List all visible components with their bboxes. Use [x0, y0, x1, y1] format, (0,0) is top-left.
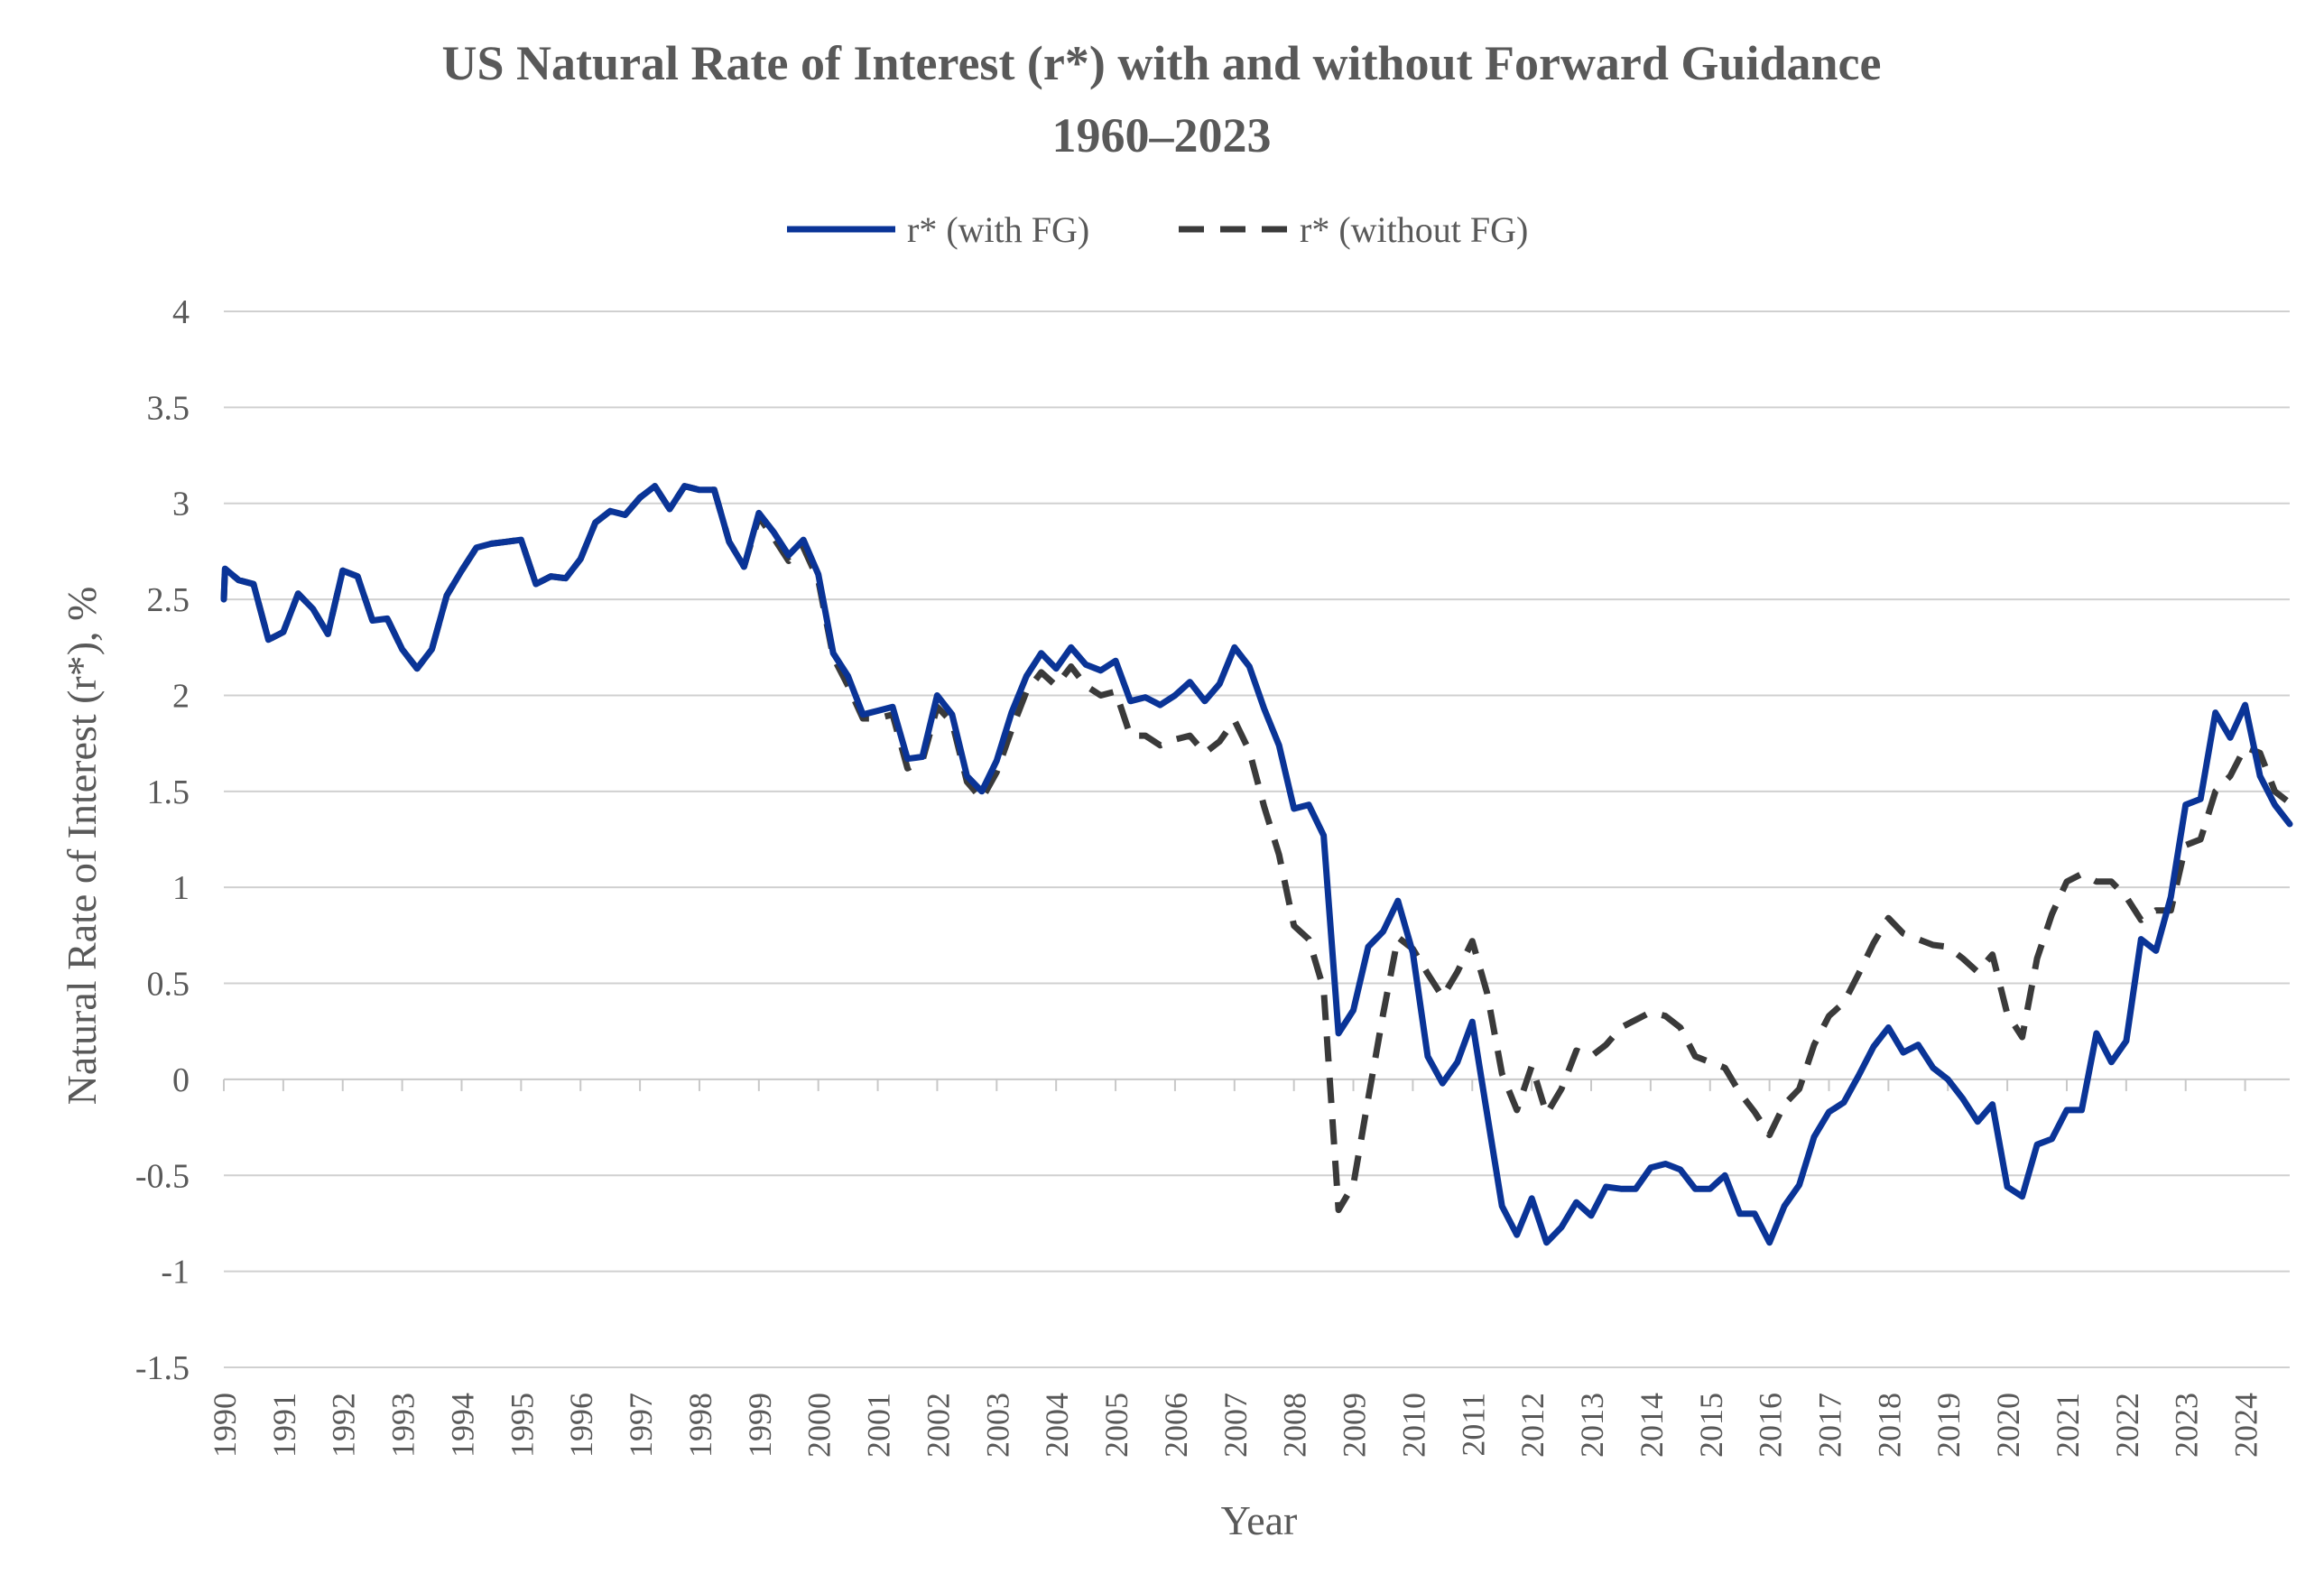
y-axis-ticks: 4 3.5 3 2.5 2 1.5 1 0.5 0 -0.5 -1 -1.5 — [135, 293, 190, 1387]
y-tick-label: 2 — [172, 677, 190, 715]
x-tick-label: 1991 — [266, 1393, 302, 1458]
x-tick-label: 2005 — [1098, 1393, 1134, 1458]
x-tick-label: 2004 — [1039, 1393, 1075, 1458]
x-tick-label: 2024 — [2228, 1393, 2264, 1458]
x-tick-label: 2010 — [1395, 1393, 1431, 1458]
x-tick-label: 2001 — [861, 1393, 897, 1458]
x-tick-label: 1990 — [207, 1393, 243, 1458]
y-tick-label: 4 — [172, 293, 190, 331]
chart-title: US Natural Rate of Interest (r*) with an… — [442, 36, 1882, 90]
y-tick-label: 1 — [172, 869, 190, 907]
x-tick-label: 2008 — [1277, 1393, 1313, 1458]
x-tick-label: 2023 — [2169, 1393, 2205, 1458]
x-tick-label: 2002 — [920, 1393, 956, 1458]
x-tick-label: 1992 — [326, 1393, 362, 1458]
x-tick-label: 2013 — [1574, 1393, 1610, 1458]
x-tick-label: 2011 — [1455, 1393, 1491, 1457]
x-tick-label: 2015 — [1693, 1393, 1729, 1458]
x-tick-label: 2020 — [1990, 1393, 2026, 1458]
legend-label-with-fg: r* (with FG) — [907, 209, 1089, 250]
x-tick-label: 2016 — [1753, 1393, 1789, 1458]
series-line-with-fg — [220, 483, 2293, 1246]
y-tick-label: -1.5 — [135, 1349, 190, 1387]
x-axis-label: Year — [1221, 1497, 1298, 1543]
y-tick-label: 1.5 — [147, 773, 190, 811]
series-lines — [220, 483, 2293, 1246]
y-tick-label: 3.5 — [147, 389, 190, 427]
y-tick-label: 0 — [172, 1061, 190, 1099]
y-tick-label: 0.5 — [147, 966, 190, 1004]
x-tick-label: 2014 — [1634, 1393, 1670, 1458]
x-axis-ticks: 1990 1991 1992 1993 1994 1995 1996 1997 1998 1999… — [207, 1079, 2264, 1458]
x-tick-label: 2003 — [979, 1393, 1015, 1458]
x-tick-label: 1993 — [385, 1393, 421, 1458]
x-tick-label: 1997 — [623, 1393, 659, 1458]
x-tick-label: 1998 — [682, 1393, 718, 1458]
y-tick-label: -1 — [161, 1254, 190, 1292]
x-tick-label: 2021 — [2050, 1393, 2086, 1458]
y-tick-label: 3 — [172, 486, 190, 523]
x-tick-label: 2019 — [1930, 1393, 1967, 1458]
legend: r* (with FG) r* (without FG) — [787, 209, 1528, 250]
chart-subtitle: 1960–2023 — [1052, 108, 1272, 162]
y-tick-label: -0.5 — [135, 1157, 190, 1195]
legend-label-without-fg: r* (without FG) — [1300, 209, 1528, 250]
x-tick-label: 1999 — [742, 1393, 778, 1458]
x-tick-label: 1994 — [444, 1393, 480, 1458]
x-tick-label: 2009 — [1337, 1393, 1373, 1458]
x-tick-label: 1995 — [504, 1393, 540, 1458]
x-tick-label: 2022 — [2109, 1393, 2145, 1458]
y-axis-label: Natural Rate of Interest (r*), % — [59, 587, 105, 1106]
x-tick-label: 2007 — [1218, 1393, 1254, 1458]
x-tick-label: 2018 — [1871, 1393, 1907, 1458]
y-tick-label: 2.5 — [147, 581, 190, 619]
x-tick-label: 2006 — [1158, 1393, 1194, 1458]
x-tick-label: 2012 — [1514, 1393, 1551, 1458]
x-tick-label: 1996 — [563, 1393, 599, 1458]
x-tick-label: 2000 — [801, 1393, 838, 1458]
x-tick-label: 2017 — [1812, 1393, 1848, 1458]
